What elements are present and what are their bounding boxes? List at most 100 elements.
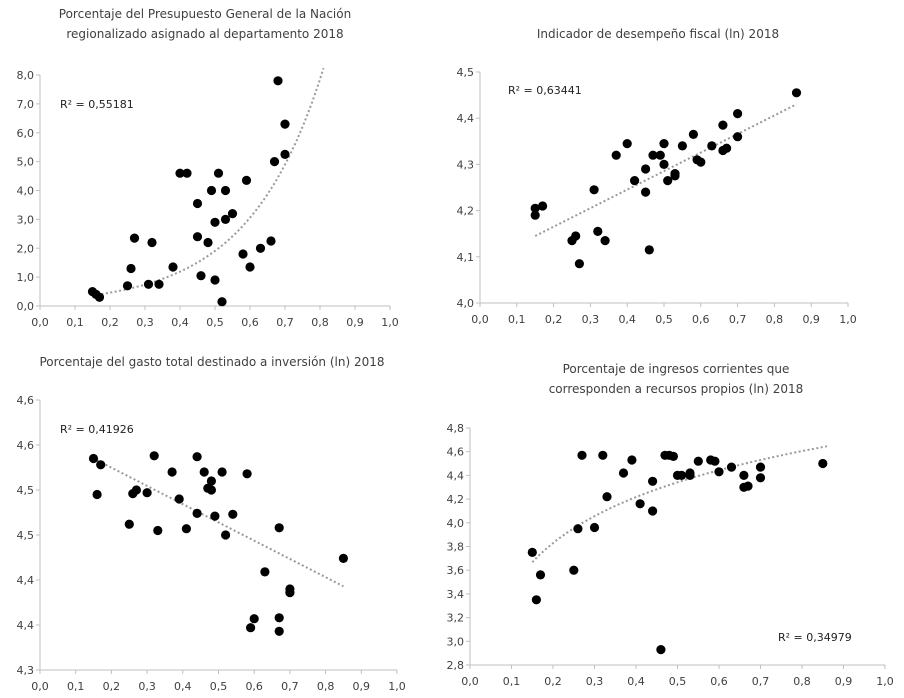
data-point xyxy=(718,120,728,130)
chart-title-line: Porcentaje de ingresos corrientes que xyxy=(563,362,790,376)
data-point xyxy=(92,489,102,500)
data-point xyxy=(269,157,280,167)
data-point xyxy=(227,209,238,219)
x-tick-label: 0,2 xyxy=(103,680,121,693)
data-point xyxy=(574,259,585,269)
data-point xyxy=(285,588,295,598)
y-tick-label: 7,0 xyxy=(17,98,35,111)
y-tick-label: 4,4 xyxy=(17,619,35,632)
x-tick-label: 1,0 xyxy=(381,316,399,329)
x-tick-label: 0,2 xyxy=(544,675,562,688)
data-point xyxy=(714,467,724,477)
data-point xyxy=(577,450,587,460)
data-point xyxy=(668,451,679,461)
data-point xyxy=(530,203,540,213)
chart-title-line: corresponden a recursos propios (ln) 201… xyxy=(549,382,804,396)
x-tick-label: 0,3 xyxy=(136,316,154,329)
x-tick-label: 0,7 xyxy=(729,313,747,326)
data-point xyxy=(153,525,163,536)
data-point xyxy=(203,237,213,248)
data-point xyxy=(648,506,658,516)
y-tick-label: 4,0 xyxy=(447,517,465,530)
data-point xyxy=(142,488,152,498)
x-tick-label: 0,0 xyxy=(31,316,49,329)
x-tick-label: 0,2 xyxy=(101,316,119,329)
y-tick-label: 2,8 xyxy=(447,659,465,672)
data-point xyxy=(648,476,658,486)
data-point xyxy=(755,473,766,483)
data-point xyxy=(168,262,178,272)
data-point xyxy=(199,467,209,477)
x-tick-label: 0,4 xyxy=(618,313,636,326)
x-tick-label: 0,1 xyxy=(67,680,85,693)
x-tick-label: 0,5 xyxy=(655,313,673,326)
x-tick-label: 0,8 xyxy=(793,675,811,688)
y-tick-label: 6,0 xyxy=(17,127,35,140)
x-tick-label: 0,2 xyxy=(545,313,563,326)
r-squared-label: R² = 0,34979 xyxy=(778,631,852,644)
data-point xyxy=(174,494,184,504)
data-point xyxy=(167,467,177,477)
data-point xyxy=(602,492,612,502)
x-tick-label: 1,0 xyxy=(876,675,894,688)
data-point xyxy=(221,530,231,540)
data-point xyxy=(659,159,669,169)
x-tick-label: 0,7 xyxy=(281,680,299,693)
x-tick-label: 0,7 xyxy=(276,316,294,329)
x-tick-label: 0,9 xyxy=(346,316,364,329)
data-point xyxy=(131,485,141,495)
data-point xyxy=(217,467,227,477)
data-point xyxy=(143,279,154,289)
data-point xyxy=(670,171,680,181)
data-point xyxy=(192,198,203,209)
y-tick-label: 4,0 xyxy=(457,297,475,310)
x-tick-label: 0,3 xyxy=(582,313,600,326)
y-tick-label: 4,0 xyxy=(17,185,35,198)
x-tick-label: 0,1 xyxy=(508,313,526,326)
data-point xyxy=(710,456,720,466)
y-tick-label: 2,0 xyxy=(17,242,35,255)
data-point xyxy=(122,281,133,291)
data-point xyxy=(206,476,216,486)
data-point xyxy=(273,76,283,86)
y-tick-label: 4,8 xyxy=(447,422,465,435)
x-tick-label: 0,6 xyxy=(692,313,710,326)
data-point xyxy=(573,524,583,534)
y-tick-label: 4,5 xyxy=(17,529,35,542)
data-point xyxy=(206,485,216,495)
y-tick-label: 3,2 xyxy=(447,612,465,625)
data-point xyxy=(611,150,621,160)
data-point xyxy=(238,249,248,259)
data-point xyxy=(228,509,238,519)
trendline xyxy=(534,103,797,237)
data-point xyxy=(192,232,203,242)
data-point xyxy=(644,245,654,255)
data-point xyxy=(94,292,105,302)
data-point xyxy=(569,565,579,575)
chart-panel-3: Porcentaje del gasto total destinado a i… xyxy=(17,355,406,693)
chart-panel-4: Porcentaje de ingresos corrientes que cor… xyxy=(447,362,894,688)
data-point xyxy=(791,88,802,98)
data-point xyxy=(196,271,206,281)
data-point xyxy=(126,263,136,274)
data-point xyxy=(192,508,202,518)
x-tick-label: 0,4 xyxy=(627,675,645,688)
data-point xyxy=(192,452,202,462)
data-point xyxy=(182,168,192,178)
data-point xyxy=(677,470,687,480)
y-tick-label: 4,6 xyxy=(17,394,35,407)
data-point xyxy=(656,645,666,655)
data-point xyxy=(210,275,220,285)
data-point xyxy=(722,143,732,153)
data-point xyxy=(213,168,224,178)
y-tick-label: 3,8 xyxy=(447,541,465,554)
data-point xyxy=(733,132,743,142)
data-point xyxy=(129,233,140,243)
r-squared-label: R² = 0,41926 xyxy=(60,423,134,436)
data-point xyxy=(338,553,348,564)
data-point xyxy=(210,217,220,227)
data-point xyxy=(622,139,632,149)
y-tick-label: 0,0 xyxy=(17,300,35,313)
data-point xyxy=(535,570,546,580)
data-point xyxy=(530,210,540,220)
